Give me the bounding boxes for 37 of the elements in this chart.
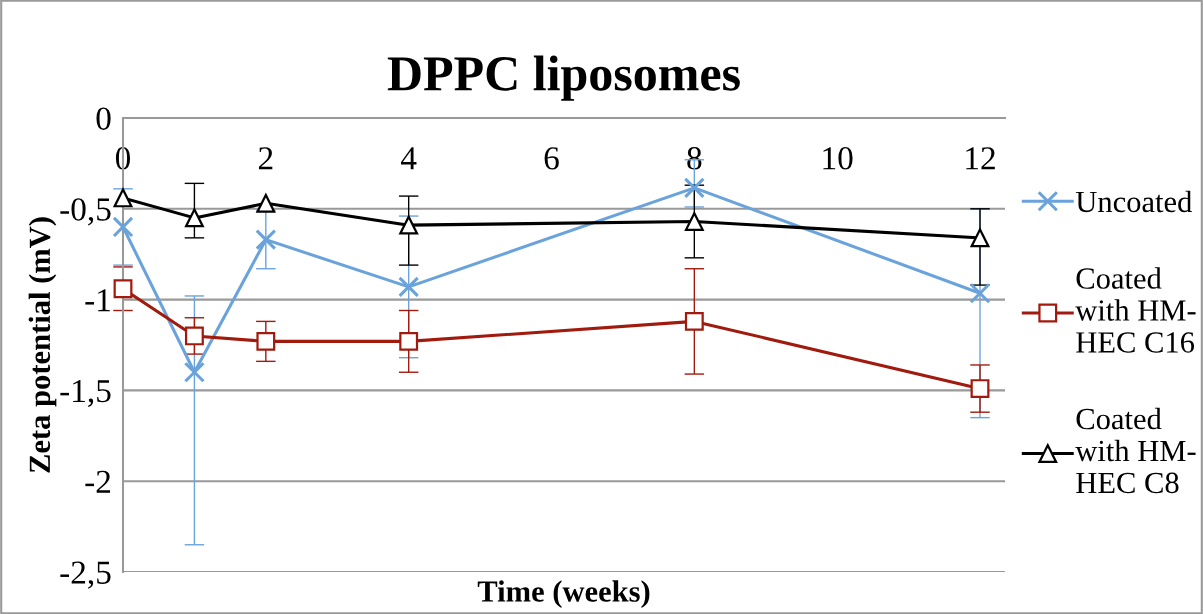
x-tick-label: 6: [544, 147, 559, 170]
y-tick-label: -1: [85, 289, 110, 312]
x-tick-label: 4: [400, 147, 417, 170]
y-axis-title: Zeta potential (mV): [28, 217, 57, 473]
point: [113, 279, 133, 299]
point: [184, 326, 204, 346]
x-tick-label: 2: [258, 147, 273, 170]
point: [183, 361, 205, 383]
chart-title: DPPC liposomes: [387, 55, 740, 101]
point: [184, 208, 204, 228]
point: [970, 379, 990, 399]
point: [684, 311, 704, 331]
point: [112, 216, 134, 238]
legend-label: Uncoated: [1075, 190, 1192, 213]
y-tick-label: -2,5: [60, 561, 111, 589]
x-tick-label: 8: [687, 147, 702, 170]
y-tick-label: -1,5: [60, 379, 111, 408]
legend-label: Coated with HM- HEC C8: [1075, 407, 1196, 494]
y-tick-label: -2: [85, 470, 111, 493]
x-axis-title: Time (weeks): [477, 580, 650, 609]
point: [113, 188, 133, 208]
x-tick-label: 10: [823, 147, 853, 170]
x-tick-label: 12: [966, 147, 995, 170]
point: [969, 282, 991, 304]
point: [399, 215, 419, 235]
point: [256, 193, 276, 213]
point: [398, 276, 420, 298]
point: [399, 331, 419, 351]
point: [683, 177, 705, 199]
point: [970, 228, 990, 248]
legend-label: Coated with HM- HEC C16: [1075, 267, 1196, 353]
point: [256, 331, 276, 351]
y-tick-label: 0: [96, 107, 111, 130]
x-tick-label: 0: [115, 147, 131, 170]
y-tick-label: -0,5: [60, 198, 111, 226]
point: [255, 229, 277, 251]
point: [684, 212, 704, 231]
